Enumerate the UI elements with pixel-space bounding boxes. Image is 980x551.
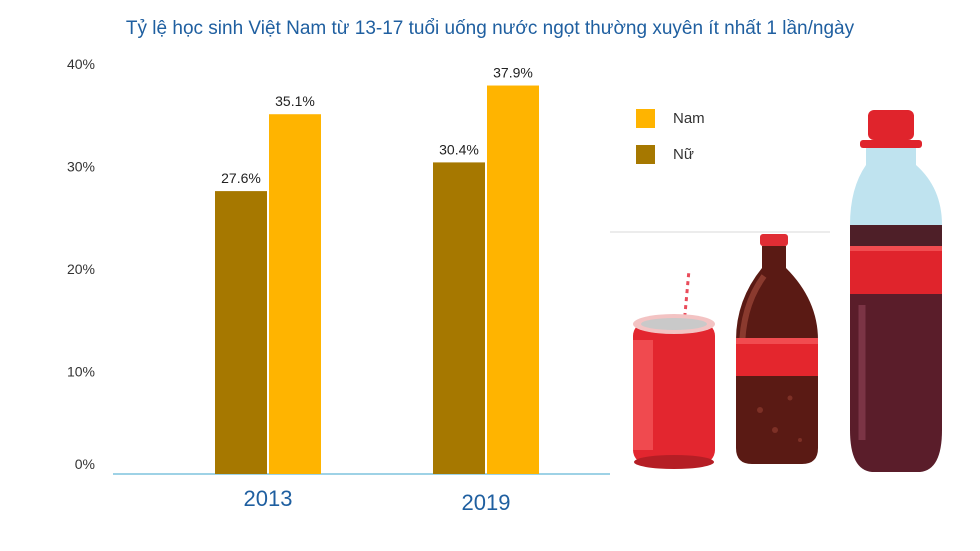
legend-label-nam: Nam	[673, 109, 705, 127]
data-label: 37.9%	[493, 65, 533, 81]
bar-Nam-2019	[487, 85, 539, 475]
bar-Nam-2013	[269, 114, 321, 474]
legend-label-nu: Nữ	[673, 145, 694, 163]
plastic-bottle-icon	[850, 110, 942, 472]
chart-title: Tỷ lệ học sinh Việt Nam từ 13-17 tuổi uố…	[125, 18, 855, 39]
legend: Nam Nữ	[636, 105, 705, 177]
y-tick-label: 30%	[67, 159, 95, 175]
legend-item-nam: Nam	[636, 105, 705, 131]
y-tick-label: 0%	[75, 456, 95, 472]
data-label: 27.6%	[221, 170, 261, 186]
legend-swatch-nam	[636, 108, 655, 128]
legend-swatch-nu	[636, 144, 655, 164]
glass-bottle-icon	[736, 234, 818, 464]
y-tick-label: 10%	[67, 364, 95, 380]
x-tick-label: 2013	[244, 486, 293, 511]
data-label: 35.1%	[275, 93, 315, 109]
data-label: 30.4%	[439, 141, 479, 157]
x-tick-label: 2019	[462, 490, 511, 515]
y-tick-label: 40%	[67, 56, 95, 72]
soda-can-icon	[633, 269, 715, 469]
bar-Nữ-2019	[433, 162, 485, 474]
legend-item-nu: Nữ	[636, 141, 705, 167]
y-tick-label: 20%	[67, 261, 95, 277]
bar-Nữ-2013	[215, 191, 267, 474]
